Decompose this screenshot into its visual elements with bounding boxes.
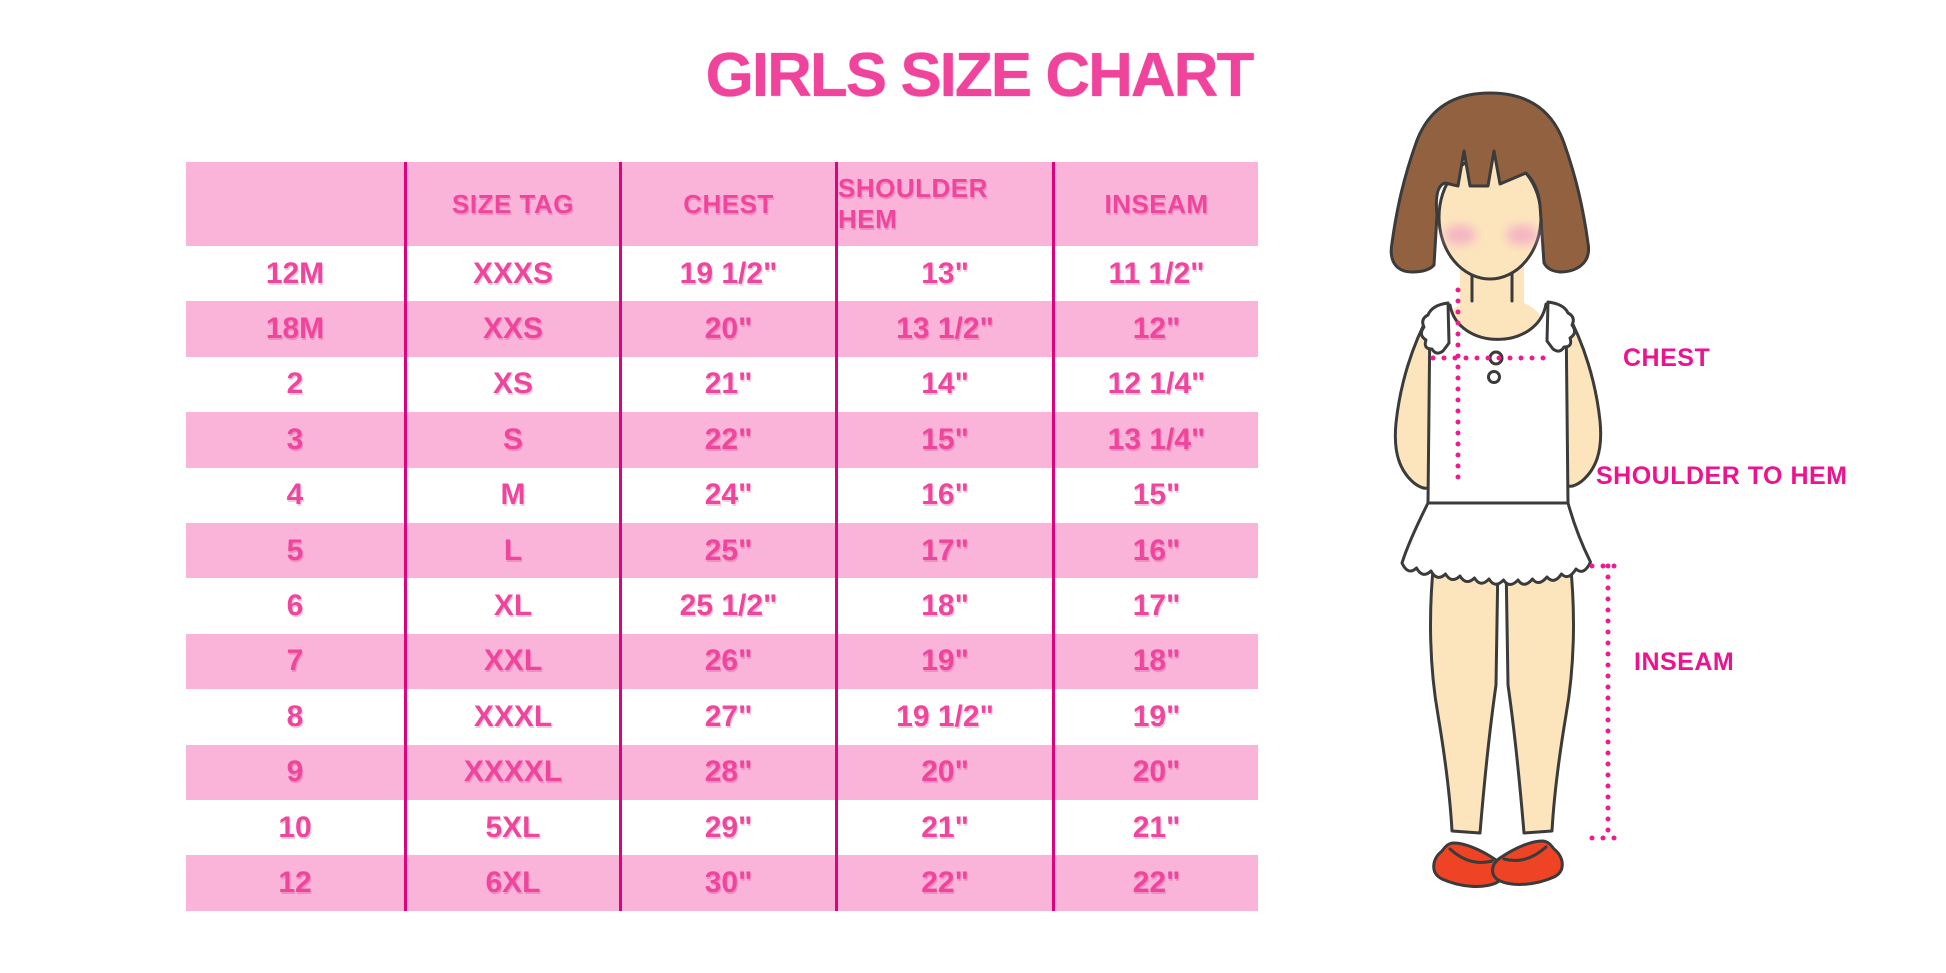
- table-cell: 22": [1052, 855, 1258, 911]
- table-cell: 5XL: [404, 799, 619, 856]
- left-arm: [1393, 311, 1432, 490]
- right-shoulder-ruffle: [1545, 300, 1577, 353]
- table-row: 2 XS 21" 14" 12 1/4": [186, 356, 1258, 413]
- table-cell: 27": [619, 689, 835, 745]
- table-cell: 20": [1052, 744, 1258, 800]
- table-cell: 3: [286, 422, 304, 456]
- table-row: 3 S 22" 15" 13 1/4": [186, 412, 1258, 468]
- table-cell: 4: [286, 478, 304, 512]
- skirt: [1400, 501, 1592, 586]
- left-shoulder-ruffle: [1419, 301, 1451, 355]
- table-cell: 14": [835, 356, 1052, 413]
- table-cell: 15": [1052, 467, 1258, 523]
- right-blush: [1506, 225, 1538, 245]
- table-row: 12M XXXS 19 1/2" 13" 11 1/2": [186, 246, 1258, 302]
- table-cell: 19": [835, 633, 1052, 690]
- table-cell: 10: [278, 810, 312, 844]
- table-cell: 18": [835, 578, 1052, 634]
- table-cell: 29": [619, 799, 835, 856]
- right-shoe: [1491, 839, 1564, 886]
- table-row: 5 L 25" 17" 16": [186, 522, 1258, 579]
- table-cell: 13": [835, 246, 1052, 302]
- right-leg: [1504, 558, 1575, 835]
- hair: [1389, 91, 1591, 274]
- table-cell: M: [404, 467, 619, 523]
- table-cell: 24": [619, 467, 835, 523]
- table-cell: XXL: [404, 633, 619, 690]
- inseam-measure-label: INSEAM: [1634, 648, 1735, 676]
- left-shoe-strap: [1448, 847, 1494, 864]
- table-cell: 15": [835, 412, 1052, 468]
- table-cell: XL: [404, 578, 619, 634]
- table-row: 12 6XL 30" 22" 22": [186, 855, 1258, 911]
- table-row: 4 M 24" 16" 15": [186, 467, 1258, 523]
- table-cell: 5: [286, 533, 304, 567]
- column-header-cell: INSEAM: [1052, 162, 1258, 246]
- table-cell: 26": [619, 633, 835, 690]
- table-cell: XXS: [404, 301, 619, 357]
- table-cell: XS: [404, 356, 619, 413]
- chest-measure-label: CHEST: [1623, 344, 1711, 372]
- table-cell: 13 1/4": [1052, 412, 1258, 468]
- size-table: SIZE TAG CHEST SHOULDER HEM INSEAM 12M XXXS 19…: [186, 162, 1258, 911]
- table-cell: 30": [619, 855, 835, 911]
- table-header-row: SIZE TAG CHEST SHOULDER HEM INSEAM: [186, 162, 1258, 246]
- table-cell: L: [404, 522, 619, 579]
- table-cell: 12 1/4": [1052, 356, 1258, 413]
- table-row: 10 5XL 29" 21" 21": [186, 799, 1258, 856]
- table-cell: 11 1/2": [1052, 246, 1258, 302]
- table-cell: 21": [1052, 799, 1258, 856]
- table-cell: 6: [286, 589, 304, 623]
- table-cell: 21": [619, 356, 835, 413]
- table-cell: 13 1/2": [835, 301, 1052, 357]
- table-cell: 21": [835, 799, 1052, 856]
- table-row: 18M XXS 20" 13 1/2" 12": [186, 301, 1258, 357]
- table-cell: 9: [286, 755, 304, 789]
- table-cell: 25 1/2": [619, 578, 835, 634]
- girl-figure-illustration: [1330, 55, 1660, 915]
- right-shoe-strap: [1502, 845, 1548, 862]
- table-cell: 25": [619, 522, 835, 579]
- button-bottom: [1487, 370, 1501, 384]
- table-cell: 20": [835, 744, 1052, 800]
- table-cell: 22": [619, 412, 835, 468]
- table-cell: 16": [835, 467, 1052, 523]
- column-header-cell: [186, 162, 404, 246]
- table-cell: 16": [1052, 522, 1258, 579]
- right-arm: [1564, 309, 1603, 488]
- table-cell: XXXS: [404, 246, 619, 302]
- table-cell: 22": [835, 855, 1052, 911]
- table-cell: 12": [1052, 301, 1258, 357]
- table-cell: 2: [286, 367, 304, 401]
- table-row: 8 XXXL 27" 19 1/2" 19": [186, 689, 1258, 745]
- table-cell: XXXL: [404, 689, 619, 745]
- table-row: 9 XXXXL 28" 20" 20": [186, 744, 1258, 800]
- table-cell: S: [404, 412, 619, 468]
- table-cell: 12: [278, 865, 312, 899]
- table-cell: 8: [286, 699, 304, 733]
- table-cell: 18M: [265, 312, 325, 346]
- table-cell: 18": [1052, 633, 1258, 690]
- table-cell: 28": [619, 744, 835, 800]
- table-cell: 19": [1052, 689, 1258, 745]
- table-cell: 17": [835, 522, 1052, 579]
- table-cell: 7: [286, 644, 304, 678]
- table-cell: 19 1/2": [619, 246, 835, 302]
- table-cell: XXXXL: [404, 744, 619, 800]
- table-cell: 17": [1052, 578, 1258, 634]
- table-cell: 20": [619, 301, 835, 357]
- table-row: 7 XXL 26" 19" 18": [186, 633, 1258, 690]
- girl-figure-svg: [1389, 91, 1627, 888]
- table-cell: 19 1/2": [835, 689, 1052, 745]
- table-cell: 12M: [265, 256, 325, 290]
- column-header-cell: SHOULDER HEM: [835, 162, 1052, 246]
- table-row: 6 XL 25 1/2" 18" 17": [186, 578, 1258, 634]
- page-title: GIRLS SIZE CHART: [705, 41, 1255, 110]
- shoulder-to-hem-measure-label: SHOULDER TO HEM: [1596, 462, 1848, 490]
- left-blush: [1444, 225, 1476, 245]
- left-leg: [1429, 558, 1500, 835]
- table-cell: 6XL: [404, 855, 619, 911]
- column-header-cell: SIZE TAG: [404, 162, 619, 246]
- column-header-cell: CHEST: [619, 162, 835, 246]
